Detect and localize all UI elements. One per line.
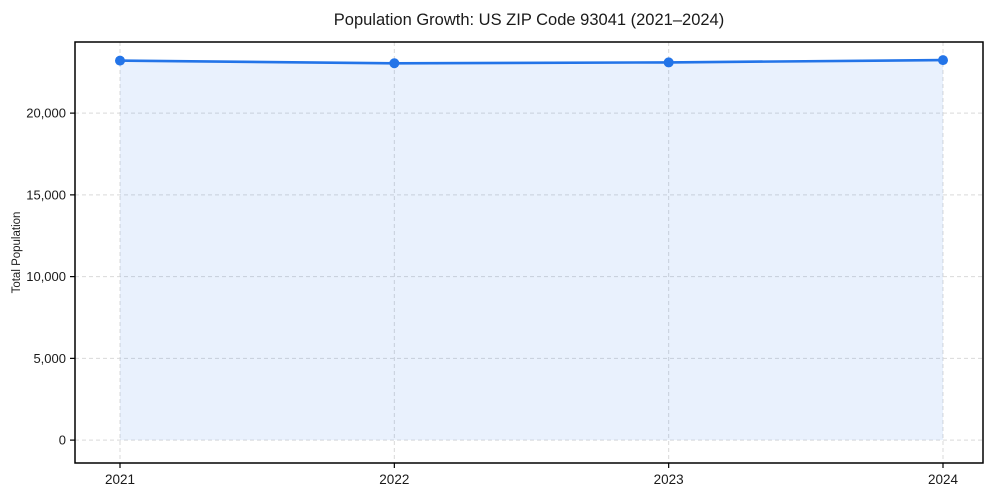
data-point	[663, 57, 674, 68]
data-point	[938, 55, 948, 66]
y-tick-label: 15,000	[26, 187, 66, 202]
x-tick-label: 2021	[105, 472, 135, 487]
data-point	[389, 58, 400, 69]
y-axis-label: Total Population	[11, 212, 23, 294]
y-tick-label: 0	[59, 433, 66, 448]
y-tick-label: 10,000	[26, 269, 66, 284]
chart-title: Population Growth: US ZIP Code 93041 (20…	[333, 11, 725, 29]
area-fill	[120, 60, 943, 441]
x-tick-label: 2023	[654, 472, 684, 487]
x-tick-label: 2024	[928, 472, 959, 487]
y-tick-label: 5,000	[33, 351, 66, 366]
x-tick-label: 2022	[379, 472, 409, 487]
data-point	[115, 55, 125, 66]
series-line	[118, 58, 945, 65]
axis-spines	[74, 41, 984, 464]
y-tick-label: 20,000	[26, 106, 66, 121]
